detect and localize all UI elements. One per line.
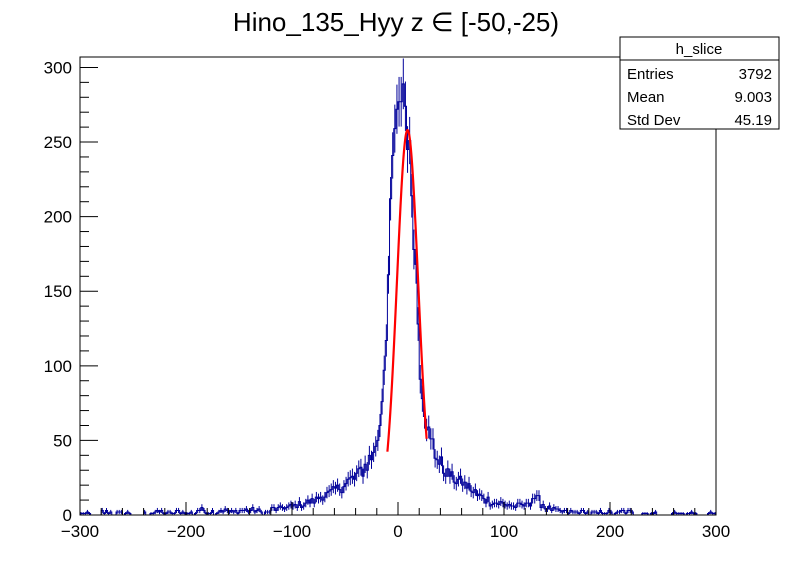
- x-tick-label: 200: [596, 522, 624, 541]
- stats-entries-label: Entries: [627, 66, 674, 83]
- stats-mean-value: 9.003: [734, 89, 772, 106]
- x-tick-label: 100: [490, 522, 518, 541]
- x-tick-label: −100: [273, 522, 311, 541]
- stats-stddev-label: Std Dev: [627, 112, 681, 129]
- x-tick-label: −300: [61, 522, 99, 541]
- y-tick-label: 100: [44, 357, 72, 376]
- y-tick-label: 300: [44, 58, 72, 77]
- y-tick-label: 150: [44, 282, 72, 301]
- stats-box-name: h_slice: [676, 41, 723, 58]
- histogram-outline: [79, 83, 717, 516]
- y-tick-label: 50: [53, 431, 72, 450]
- x-tick-label: 300: [702, 522, 730, 541]
- stats-box: h_slice Entries 3792 Mean 9.003 Std Dev …: [619, 36, 780, 130]
- stats-stddev-value: 45.19: [734, 112, 772, 129]
- gaussian-fit-curve: [386, 128, 428, 452]
- stats-box-frame: [619, 36, 780, 130]
- y-tick-label: 250: [44, 133, 72, 152]
- y-tick-label: 200: [44, 208, 72, 227]
- chart-title: Hino_135_Hyy z ∈ [-50,-25): [233, 7, 559, 37]
- x-tick-label: 0: [393, 522, 402, 541]
- x-tick-label: −200: [167, 522, 205, 541]
- axes: −300 −200 −100 0 100 200 300 0 50 100 150 200 250 300: [44, 58, 731, 541]
- stats-entries-value: 3792: [739, 66, 772, 83]
- y-tick-label: 0: [63, 506, 72, 525]
- stats-mean-label: Mean: [627, 89, 665, 106]
